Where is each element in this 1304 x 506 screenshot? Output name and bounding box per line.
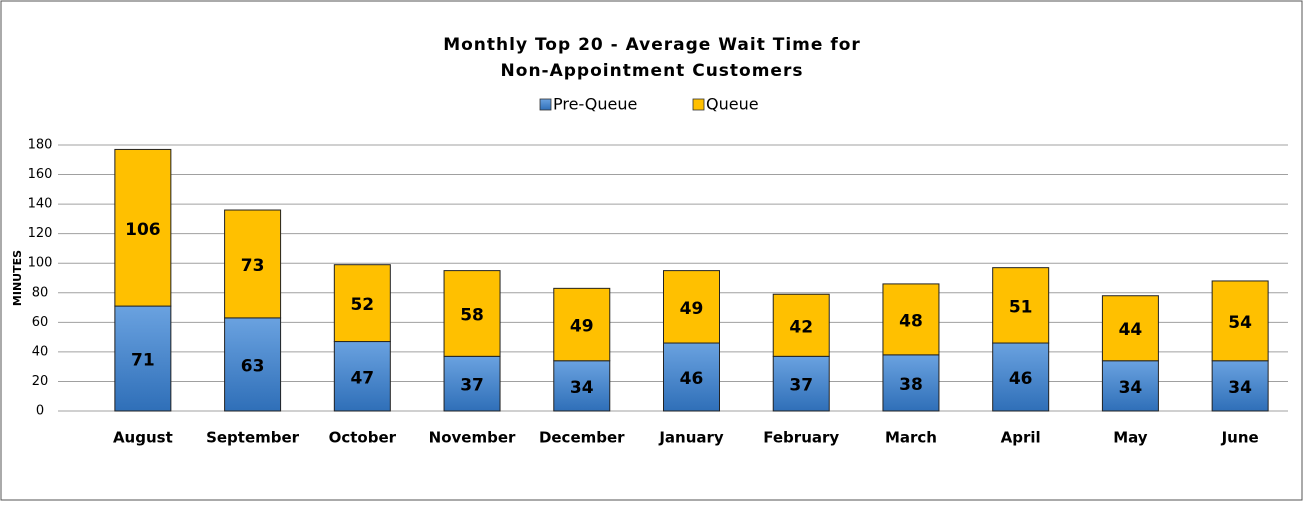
bar-segment — [663, 270, 720, 344]
data-label: 46 — [1009, 369, 1033, 389]
y-tick-label: 120 — [28, 226, 53, 241]
data-label: 42 — [789, 317, 813, 337]
bar-segment — [443, 355, 501, 412]
bar-segment — [1101, 360, 1159, 412]
x-tick-label: August — [113, 429, 173, 447]
x-tick-label: May — [1113, 429, 1148, 447]
bar-segment — [1211, 280, 1269, 362]
bar-segment — [1101, 295, 1159, 362]
y-tick-label: 60 — [32, 315, 49, 330]
legend-swatch — [539, 98, 552, 111]
legend-label: Queue — [706, 95, 759, 114]
data-label: 48 — [899, 311, 923, 331]
data-label: 37 — [789, 376, 813, 396]
data-label: 34 — [1228, 378, 1252, 398]
y-axis-label: MINUTES — [11, 250, 24, 306]
bar-segment — [772, 293, 830, 357]
y-tick-label: 20 — [32, 374, 49, 389]
data-label: 51 — [1009, 297, 1033, 317]
bar-segment — [992, 267, 1050, 344]
legend-swatch — [692, 98, 705, 111]
bar-segment — [333, 341, 391, 412]
x-tick-label: April — [1001, 429, 1041, 447]
chart-title: Monthly Top 20 - Average Wait Time for — [443, 35, 861, 55]
bar-segment — [333, 264, 391, 343]
bar-segment — [114, 148, 172, 307]
y-tick-label: 0 — [36, 404, 44, 419]
y-tick-label: 180 — [28, 138, 53, 153]
data-label: 58 — [460, 305, 484, 325]
legend-label: Pre-Queue — [553, 95, 637, 114]
bar-segment — [992, 342, 1050, 412]
y-tick-label: 140 — [28, 197, 53, 212]
data-label: 49 — [570, 317, 594, 337]
data-label: 46 — [680, 369, 704, 389]
y-tick-label: 100 — [28, 256, 53, 271]
bar-segment — [553, 287, 611, 362]
x-tick-label: November — [429, 429, 516, 447]
data-label: 71 — [131, 351, 155, 371]
bar-segment — [882, 354, 940, 412]
data-label: 47 — [350, 368, 374, 388]
x-tick-label: October — [329, 429, 397, 447]
x-tick-label: January — [658, 429, 724, 447]
bar-segment — [1211, 360, 1269, 412]
bar-segment — [224, 209, 282, 319]
y-tick-label: 160 — [28, 167, 53, 182]
data-label: 44 — [1119, 320, 1143, 340]
data-label: 106 — [125, 220, 161, 240]
x-tick-label: February — [763, 429, 839, 447]
data-label: 38 — [899, 375, 923, 395]
data-label: 34 — [1119, 378, 1143, 398]
data-label: 73 — [241, 256, 265, 276]
bar-segment — [224, 317, 282, 412]
bar-segment — [553, 360, 611, 412]
x-tick-label: December — [539, 429, 625, 447]
data-label: 37 — [460, 376, 484, 396]
x-tick-label: June — [1221, 429, 1259, 447]
data-label: 49 — [680, 299, 704, 319]
bar-segment — [772, 355, 830, 412]
x-tick-label: March — [885, 429, 937, 447]
bar-segment — [663, 342, 720, 412]
y-tick-label: 80 — [32, 285, 49, 300]
data-label: 63 — [241, 356, 265, 376]
bar-segment — [882, 283, 940, 356]
y-tick-label: 40 — [32, 344, 49, 359]
x-tick-label: September — [206, 429, 300, 447]
chart-title: Non-Appointment Customers — [501, 61, 804, 81]
bar-segment — [114, 305, 172, 412]
data-label: 52 — [350, 295, 374, 315]
data-label: 54 — [1228, 313, 1252, 333]
data-label: 34 — [570, 378, 594, 398]
bar-segment — [443, 270, 501, 357]
